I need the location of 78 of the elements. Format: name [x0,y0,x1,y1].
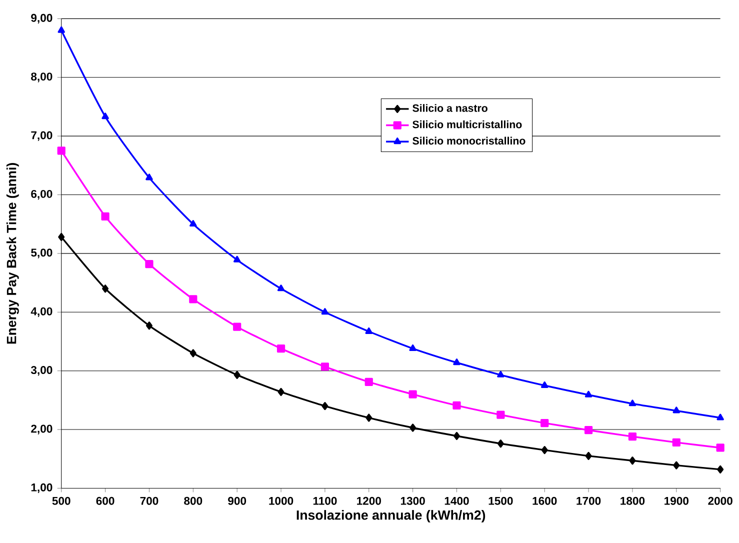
point [717,465,724,474]
point [585,452,592,460]
legend-label: Silicio monocristallino [412,136,526,145]
x-tick-label: 1800 [620,496,645,505]
point [57,146,66,155]
point [233,256,241,262]
point [628,432,637,441]
point [497,440,504,448]
point [541,446,548,454]
y-tick-label: 4,00 [30,307,52,318]
y-tick-label: 9,00 [31,14,52,24]
y-tick-label: 7,00 [31,131,52,141]
x-tick-label: 1700 [576,496,601,505]
point [146,174,153,180]
point [453,432,460,440]
legend-label: Silicio a nastro [412,104,488,112]
point [322,402,328,410]
x-tick-label: 1900 [664,496,688,505]
point [146,322,152,330]
y-tick-label: 6,00 [31,190,52,200]
x-tick-label: 600 [96,496,114,505]
point [672,438,680,447]
x-tick-label: 500 [52,496,70,505]
x-tick-label: 1300 [400,496,425,505]
point [497,370,504,378]
x-axis-title: Insolazione annuale (kWh/m2) [296,510,486,522]
point [629,456,636,465]
point [584,426,593,434]
point [278,388,284,396]
y-axis-title: Energy Pay Back Time (anni) [6,163,19,344]
x-tick-label: 900 [228,496,246,505]
point [145,260,154,268]
point [58,233,65,242]
point [409,344,416,352]
point [453,358,460,366]
point [234,370,240,380]
y-tick-label: 2,00 [31,424,52,434]
x-tick-label: 1200 [357,496,381,505]
point [189,295,198,304]
point [672,406,680,414]
point [276,344,286,353]
x-tick-label: 1500 [488,496,513,505]
point [101,212,110,221]
x-tick-label: 700 [140,496,158,505]
x-tick-label: 800 [184,496,202,505]
point [190,220,197,227]
x-tick-label: 1600 [532,496,557,505]
y-tick-label: 5,00 [31,248,52,258]
y-tick-label: 3,00 [30,366,52,376]
point [321,308,329,315]
x-tick-label: 2000 [708,496,732,505]
y-tick-label: 8,00 [31,72,52,82]
x-tick-label: 1000 [269,496,294,505]
point [277,284,285,292]
point [233,322,242,331]
point [628,400,636,406]
point [365,328,373,334]
point [673,461,680,470]
point [58,26,65,33]
x-tick-label: 1100 [313,496,337,505]
point [408,390,417,398]
point [716,444,724,452]
point [584,390,592,398]
point [102,112,109,120]
point [540,419,549,428]
x-tick-label: 1400 [444,496,469,505]
point [364,378,373,386]
point [716,414,724,420]
point [496,410,505,419]
point [190,349,196,358]
point [540,381,548,388]
point [102,284,109,293]
point [320,362,330,371]
point [452,401,461,410]
legend-label: Silicio multicristallino [412,120,522,128]
point [366,414,372,422]
point [410,424,416,432]
y-tick-label: 1,00 [31,483,52,494]
